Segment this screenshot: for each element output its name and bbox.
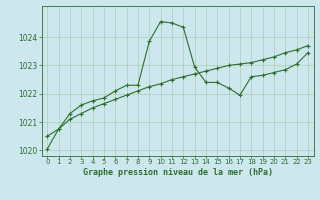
X-axis label: Graphe pression niveau de la mer (hPa): Graphe pression niveau de la mer (hPa)	[83, 168, 273, 177]
